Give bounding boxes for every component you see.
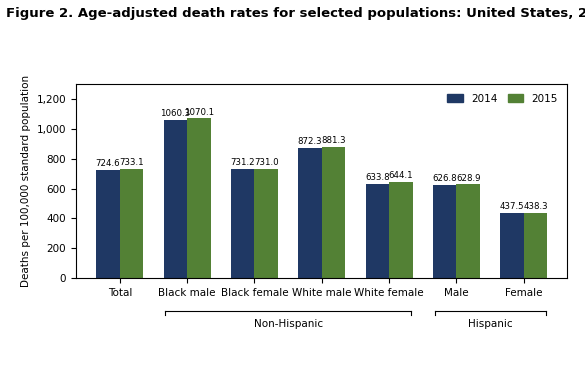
Bar <box>298 148 322 278</box>
Text: 633.8: 633.8 <box>365 173 390 182</box>
Text: 731.2: 731.2 <box>230 158 255 167</box>
Text: 872.3: 872.3 <box>298 137 322 146</box>
Bar <box>456 184 480 278</box>
Bar <box>524 213 547 278</box>
Text: Hispanic: Hispanic <box>468 319 512 329</box>
Text: 437.5: 437.5 <box>500 202 524 211</box>
Bar <box>231 169 254 278</box>
Y-axis label: Deaths per 100,000 standard population: Deaths per 100,000 standard population <box>21 75 31 287</box>
Text: 731.0: 731.0 <box>254 158 278 167</box>
Bar <box>433 184 456 278</box>
Text: 881.3: 881.3 <box>321 136 346 145</box>
Bar <box>164 120 187 278</box>
Bar <box>97 170 120 278</box>
Bar <box>254 169 278 278</box>
Text: 1070.1: 1070.1 <box>184 108 214 117</box>
Bar <box>389 182 412 278</box>
Text: Figure 2. Age-adjusted death rates for selected populations: United States, 2014: Figure 2. Age-adjusted death rates for s… <box>6 7 585 20</box>
Text: 644.1: 644.1 <box>388 171 413 180</box>
Text: 733.1: 733.1 <box>119 158 144 167</box>
Bar <box>120 169 143 278</box>
Bar <box>322 147 345 278</box>
Text: 628.9: 628.9 <box>456 173 480 183</box>
Text: 1060.3: 1060.3 <box>160 109 190 118</box>
Bar <box>187 119 211 278</box>
Text: 438.3: 438.3 <box>523 202 548 211</box>
Text: 626.8: 626.8 <box>432 174 457 183</box>
Text: 724.6: 724.6 <box>96 159 121 168</box>
Bar <box>500 213 524 278</box>
Text: Non-Hispanic: Non-Hispanic <box>253 319 323 329</box>
Legend: 2014, 2015: 2014, 2015 <box>443 89 562 108</box>
Bar <box>366 184 389 278</box>
